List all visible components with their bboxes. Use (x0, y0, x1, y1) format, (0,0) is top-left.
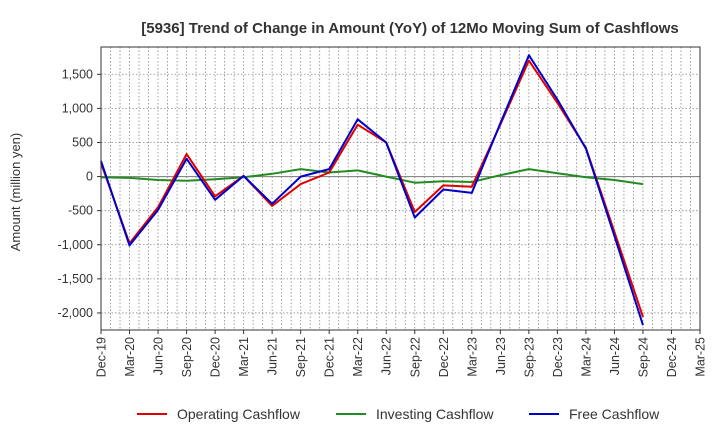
chart-title: [5936] Trend of Change in Amount (YoY) o… (141, 20, 679, 37)
x-tick-label: Mar-25 (694, 337, 708, 377)
legend-label: Free Cashflow (569, 406, 660, 422)
series-line-free-cashflow (100, 54, 644, 326)
x-tick-label: Jun-22 (380, 337, 394, 375)
x-tick-label: Dec-23 (551, 337, 565, 377)
x-tick-label: Dec-22 (437, 337, 451, 377)
x-tick-label: Jun-24 (608, 337, 622, 375)
series-line-investing-cashflow (100, 168, 644, 186)
x-tick-label: Sep-23 (522, 337, 536, 377)
x-tick-label: Sep-21 (294, 337, 308, 377)
legend-label: Operating Cashflow (177, 406, 301, 422)
y-tick-label: -1,500 (58, 272, 93, 286)
x-tick-label: Dec-21 (323, 337, 337, 377)
x-tick-label: Jun-20 (152, 337, 166, 375)
x-tick-label: Sep-24 (636, 337, 650, 377)
series-line-operating-cashflow (100, 59, 644, 318)
x-tick-label: Dec-19 (95, 337, 109, 377)
legend-label: Investing Cashflow (376, 406, 494, 422)
x-tick-label: Dec-20 (209, 337, 223, 377)
x-tick-label: Sep-22 (408, 337, 422, 377)
series-lines (100, 54, 644, 326)
x-tick-label: Jun-23 (494, 337, 508, 375)
x-tick-label: Mar-23 (465, 337, 479, 377)
x-tick-label: Jun-21 (266, 337, 280, 375)
x-tick-label: Mar-24 (579, 337, 593, 377)
y-axis-label: Amount (million yen) (8, 133, 23, 252)
x-tick-label: Sep-20 (180, 337, 194, 377)
x-tick-label: Mar-20 (123, 337, 137, 377)
x-tick-label: Mar-22 (351, 337, 365, 377)
y-tick-label: -500 (68, 204, 93, 218)
x-axis-ticks: Dec-19 Mar-20 Jun-20 Sep-20 Dec-20 Mar-21 Jun-… (95, 330, 708, 377)
y-axis-ticks: 1,500 1,000 500 0 -500 -1,000 -1,500 -2,000 (58, 67, 101, 320)
y-tick-label: 1,500 (62, 67, 93, 81)
grid (101, 47, 700, 330)
y-tick-label: 1,000 (62, 101, 93, 115)
x-tick-label: Dec-24 (665, 337, 679, 377)
plot-frame (100, 46, 701, 331)
y-tick-label: -2,000 (58, 306, 93, 320)
y-tick-label: 500 (72, 135, 93, 149)
y-tick-label: 0 (86, 170, 93, 184)
x-tick-label: Mar-21 (237, 337, 251, 377)
y-tick-label: -1,000 (58, 238, 93, 252)
legend: Operating Cashflow Investing Cashflow Free… (137, 406, 660, 422)
